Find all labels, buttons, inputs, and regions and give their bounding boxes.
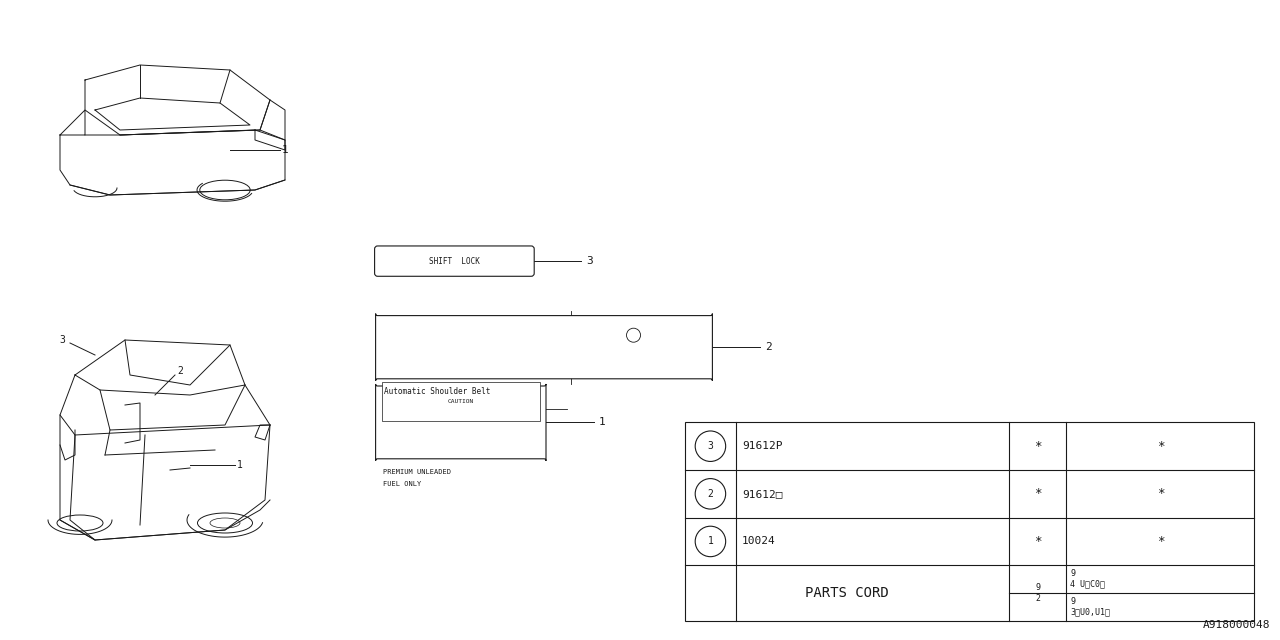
Text: PREMIUM UNLEADED: PREMIUM UNLEADED [383,468,451,475]
Text: 1: 1 [237,460,243,470]
Text: *: * [1157,440,1165,452]
Text: A918000048: A918000048 [1202,620,1270,630]
Text: 3: 3 [708,441,713,451]
Text: 2: 2 [765,342,772,352]
Text: 1: 1 [708,536,713,547]
Text: 9
3〈U0,U1〉: 9 3〈U0,U1〉 [1070,597,1111,616]
Text: *: * [1034,440,1042,452]
Text: 91612P: 91612P [742,441,782,451]
Text: CAUTION: CAUTION [448,399,474,404]
Text: *: * [1034,535,1042,548]
Text: 91612□: 91612□ [742,489,782,499]
Bar [685,422,1254,621]
Text: *: * [1157,487,1165,500]
Text: SHIFT  LOCK: SHIFT LOCK [429,257,480,266]
Text: 3: 3 [59,335,65,345]
Text: 2: 2 [177,366,183,376]
FancyBboxPatch shape [375,246,534,276]
Text: *: * [1157,535,1165,548]
Text: 9
2: 9 2 [1036,583,1041,603]
Bar [381,382,540,420]
FancyBboxPatch shape [375,314,713,381]
Text: 9
4 U〈C0〉: 9 4 U〈C0〉 [1070,570,1106,589]
Text: 3: 3 [586,256,593,266]
Text: 10024: 10024 [742,536,776,547]
Text: Automatic Shoulder Belt: Automatic Shoulder Belt [384,387,490,396]
Text: 2: 2 [708,489,713,499]
Text: PARTS CORD: PARTS CORD [805,586,890,600]
Text: 1: 1 [599,417,605,428]
Text: *: * [1034,487,1042,500]
FancyBboxPatch shape [375,384,547,461]
Text: 1: 1 [282,145,289,155]
Text: FUEL ONLY: FUEL ONLY [383,481,421,487]
